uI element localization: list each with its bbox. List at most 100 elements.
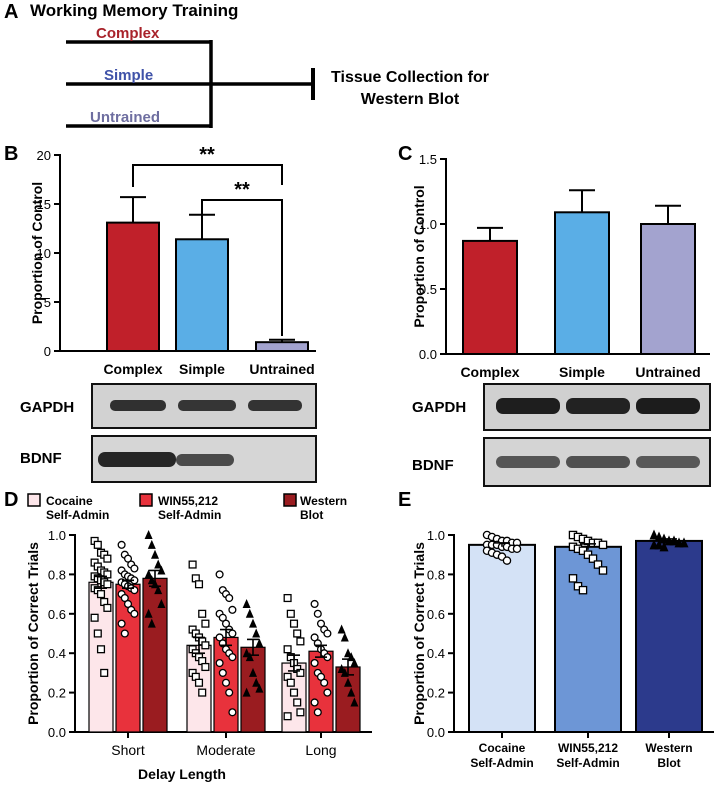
data-point <box>323 629 332 638</box>
y-tick-label: 1.0 <box>419 217 437 232</box>
y-axis-label: Proportion of Correct Trials <box>25 542 41 725</box>
panel-c: C 0.0 0.5 1.0 1.5 Proportion of Control Compl… <box>398 143 711 487</box>
bar-triangle-short <box>142 577 168 733</box>
blot-label-bdnf-c: BDNF <box>412 457 454 474</box>
blot-band <box>566 398 630 414</box>
data-point <box>194 678 204 687</box>
data-point <box>344 677 352 687</box>
y-tick-label: 0.0 <box>419 347 437 362</box>
data-point <box>120 629 129 638</box>
y-tick-label: 10 <box>37 246 51 261</box>
bar-triangle <box>635 539 703 733</box>
legend-swatch-western <box>283 493 297 507</box>
y-axis-label: Proportion of Correct Trials <box>411 542 427 725</box>
data-point <box>157 598 166 608</box>
panel-d-label: D <box>4 489 18 511</box>
blot-band <box>566 456 630 468</box>
endpoint-label-line2: Western Blot <box>361 91 460 108</box>
bar-untrained <box>640 223 696 355</box>
data-point <box>117 619 126 628</box>
y-axis-label: Proportion of Control <box>411 185 427 327</box>
data-point <box>649 529 659 540</box>
data-point <box>201 619 210 628</box>
endpoint-label-line1: Tissue Collection for <box>331 69 489 86</box>
data-point <box>154 585 163 595</box>
chart-c: 0.0 0.5 1.0 1.5 Proportion of Control Complex… <box>411 152 710 380</box>
data-point <box>286 678 295 687</box>
data-point <box>242 687 251 697</box>
data-point <box>669 535 679 546</box>
legend-label-cocaine-1: Cocaine <box>46 494 93 508</box>
legend-label-western-2: Blot <box>300 508 323 522</box>
y-tick-label: 0.2 <box>48 686 66 701</box>
panel-b: B 0 5 10 15 20 Proportion of Control Complex Si… <box>4 143 317 483</box>
data-point <box>245 652 254 662</box>
y-tick-label: 0 <box>44 344 51 359</box>
data-point <box>245 608 254 618</box>
data-point <box>337 624 346 634</box>
y-tick-label: 5 <box>44 295 51 310</box>
blot-band <box>176 454 234 466</box>
data-point <box>598 540 608 550</box>
blot-band <box>110 400 166 411</box>
data-point <box>228 629 237 638</box>
data-point <box>283 593 292 603</box>
blot-band <box>178 400 236 411</box>
data-point <box>316 619 326 628</box>
data-point <box>659 541 669 552</box>
data-point <box>103 580 112 589</box>
data-point <box>198 609 207 618</box>
data-point <box>293 698 302 707</box>
x-tick-label: Short <box>111 742 145 758</box>
data-point <box>117 540 126 549</box>
y-tick-label: 0.5 <box>419 282 437 297</box>
western-blot-b: GAPDH BDNF <box>20 383 317 483</box>
data-point <box>249 667 257 677</box>
data-point <box>130 609 139 618</box>
x-tick-label: Long <box>305 742 336 758</box>
data-point <box>144 530 153 539</box>
data-point <box>252 677 261 687</box>
sig-bracket-simple-untrained <box>201 199 283 336</box>
bar-untrained <box>255 341 309 352</box>
x-tick-label: Cocaine <box>479 741 526 755</box>
data-point <box>289 619 299 628</box>
data-point <box>123 554 133 563</box>
data-point <box>340 632 349 642</box>
data-point <box>225 688 234 697</box>
data-point <box>93 540 102 549</box>
bar-simple <box>554 211 610 355</box>
data-point <box>188 560 197 569</box>
data-point <box>310 658 319 668</box>
branch-label-untrained: Untrained <box>90 109 160 126</box>
data-point <box>296 668 305 677</box>
data-point <box>228 653 237 662</box>
blot-band <box>636 456 700 468</box>
data-point <box>310 698 319 707</box>
legend-d: Cocaine Self-Admin WIN55,212 Self-Admin … <box>27 493 347 522</box>
data-point <box>255 638 264 648</box>
data-point <box>350 697 359 707</box>
x-tick-label: WIN55,212 <box>558 741 618 755</box>
data-point <box>194 580 204 589</box>
blot-label-gapdh-b: GAPDH <box>20 399 74 416</box>
data-point <box>320 678 329 687</box>
sig-bracket-complex-untrained <box>132 164 283 187</box>
y-tick-label: 0.0 <box>48 725 66 740</box>
data-point <box>218 668 227 677</box>
sig-stars-lower: ** <box>234 179 250 201</box>
x-tick-label: Simple <box>179 361 225 377</box>
data-point <box>286 609 295 618</box>
data-point <box>502 556 512 565</box>
data-point <box>228 708 237 717</box>
y-tick-label: 0.6 <box>48 607 66 622</box>
data-point <box>310 599 319 608</box>
data-point <box>679 537 689 548</box>
data-point <box>218 613 227 622</box>
branch-label-complex: Complex <box>96 25 160 42</box>
x-tick-label: Blot <box>657 756 680 770</box>
y-tick-label: 15 <box>37 197 51 212</box>
data-point <box>90 613 99 622</box>
